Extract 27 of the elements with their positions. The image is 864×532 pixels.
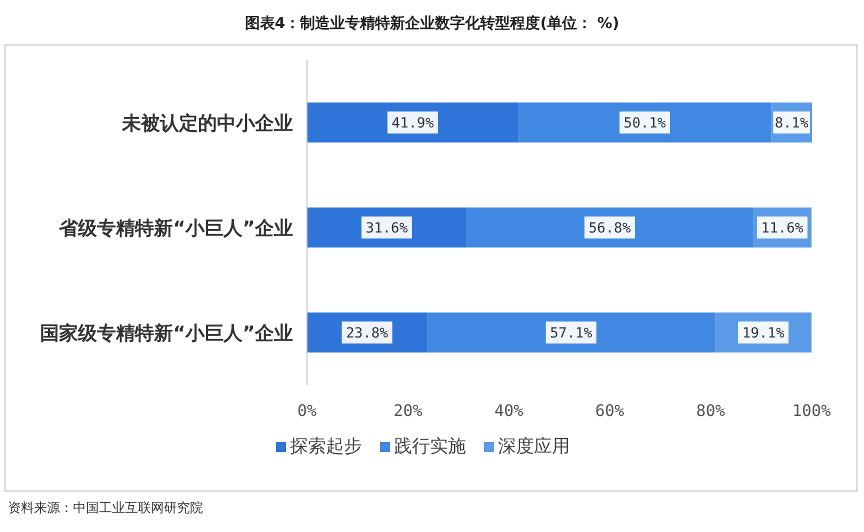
y-tick-label: 省级专精特新“小巨人”企业 — [58, 218, 293, 240]
y-tick-label: 国家级专精特新“小巨人”企业 — [40, 322, 293, 344]
data-label: 8.1% — [774, 116, 809, 132]
data-label: 50.1% — [624, 116, 666, 132]
x-tick-label: 0% — [297, 401, 317, 420]
x-tick-label: 80% — [696, 401, 726, 420]
text: 资料来源：中国工业互联网研究院 — [8, 501, 203, 516]
x-tick-label: 20% — [393, 401, 423, 420]
y-tick-label: 未被认定的中小企业 — [121, 112, 293, 134]
chart-title: 图表4：制造业专精特新企业数字化转型程度(单位： %) — [244, 14, 620, 32]
data-label: 31.6% — [366, 220, 408, 236]
legend-label: 深度应用 — [498, 436, 570, 457]
bar — [466, 208, 753, 248]
bar — [427, 312, 716, 352]
legend-label: 践行实施 — [394, 436, 466, 457]
x-tick-label: 60% — [595, 401, 625, 420]
x-tick-label: 40% — [494, 401, 524, 420]
data-label: 11.6% — [761, 220, 804, 236]
x-tick-label: 100% — [792, 401, 832, 420]
data-label: 57.1% — [550, 326, 593, 342]
data-label: 56.8% — [588, 220, 632, 236]
data-label: 19.1% — [742, 326, 785, 342]
bar — [307, 102, 518, 142]
bar — [518, 102, 772, 142]
data-label: 23.8% — [346, 326, 389, 342]
legend-label: 探索起步 — [290, 436, 362, 457]
data-label: 41.9% — [392, 116, 434, 132]
